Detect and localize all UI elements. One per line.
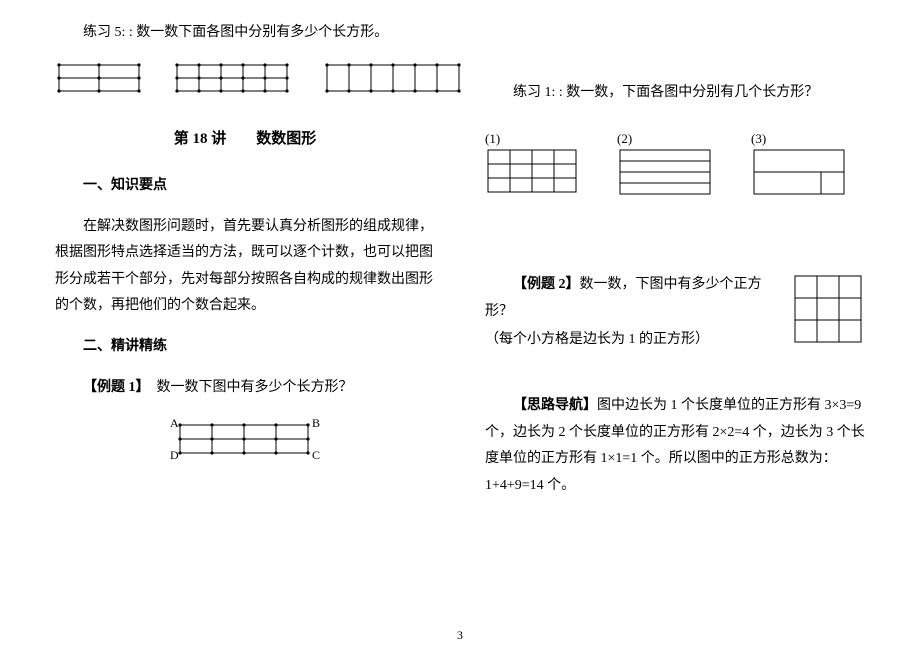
practice1-fig2-wrap: (2)	[617, 121, 731, 198]
practice1-text: 练习 1: : 数一数，下面各图中分别有几个长方形？	[485, 80, 865, 107]
example2-figure	[791, 272, 865, 346]
lecture-title: 第 18 讲 数数图形	[55, 125, 435, 154]
label-B: B	[312, 416, 320, 430]
label-C: C	[312, 448, 320, 462]
example1: 【例题 1】 数一数下图中有多少个长方形？	[55, 375, 435, 402]
solution-para: 【思路导航】图中边长为 1 个长度单位的正方形有 3×3=9 个，边长为 2 个…	[485, 393, 865, 499]
practice5-figures	[55, 61, 435, 95]
practice5-fig2	[173, 61, 293, 95]
solution-title: 【思路导航】	[513, 398, 597, 413]
practice1-fig1	[485, 147, 581, 197]
example1-figure: A B C D	[160, 415, 330, 467]
right-column: 练习 1: : 数一数，下面各图中分别有几个长方形？ (1)	[460, 0, 920, 651]
practice5-fig3	[323, 61, 465, 95]
heading-examples: 二、精讲精练	[55, 334, 435, 361]
left-column: 练习 5: : 数一数下面各图中分别有多少个长方形。	[0, 0, 460, 651]
lecture-number: 第 18 讲	[174, 131, 227, 147]
label-A: A	[170, 416, 179, 430]
example2-title: 【例题 2】	[513, 277, 580, 292]
practice5-fig1	[55, 61, 143, 95]
practice1-fig2	[617, 147, 715, 197]
practice1-fig3	[751, 147, 849, 197]
example2-text-block: 【例题 2】数一数，下图中有多少个正方形？ （每个小方格是边长为 1 的正方形）	[485, 272, 783, 368]
example2-row: 【例题 2】数一数，下图中有多少个正方形？ （每个小方格是边长为 1 的正方形）	[485, 272, 865, 368]
example2-sub: （每个小方格是边长为 1 的正方形）	[485, 327, 783, 354]
label-D: D	[170, 448, 179, 462]
practice5-text: 练习 5: : 数一数下面各图中分别有多少个长方形。	[55, 20, 435, 47]
example1-text: 数一数下图中有多少个长方形？	[157, 380, 353, 395]
practice1-label-3: (3)	[751, 127, 766, 152]
example2-line1: 【例题 2】数一数，下图中有多少个正方形？	[485, 272, 783, 325]
practice1-label-2: (2)	[617, 127, 632, 152]
practice1-label-1: (1)	[485, 127, 500, 152]
document-page: 练习 5: : 数一数下面各图中分别有多少个长方形。	[0, 0, 920, 651]
practice1-fig1-wrap: (1)	[485, 121, 597, 198]
practice1-figures: (1) (2)	[485, 121, 865, 198]
knowledge-para: 在解决数图形问题时，首先要认真分析图形的组成规律，根据图形特点选择适当的方法，既…	[55, 214, 435, 320]
example1-figure-wrap: A B C D	[55, 415, 435, 467]
practice1-fig3-wrap: (3)	[751, 121, 865, 198]
lecture-name: 数数图形	[256, 131, 316, 147]
example1-title: 【例题 1】	[83, 380, 150, 395]
page-number: 3	[457, 628, 463, 643]
heading-knowledge: 一、知识要点	[55, 173, 435, 200]
